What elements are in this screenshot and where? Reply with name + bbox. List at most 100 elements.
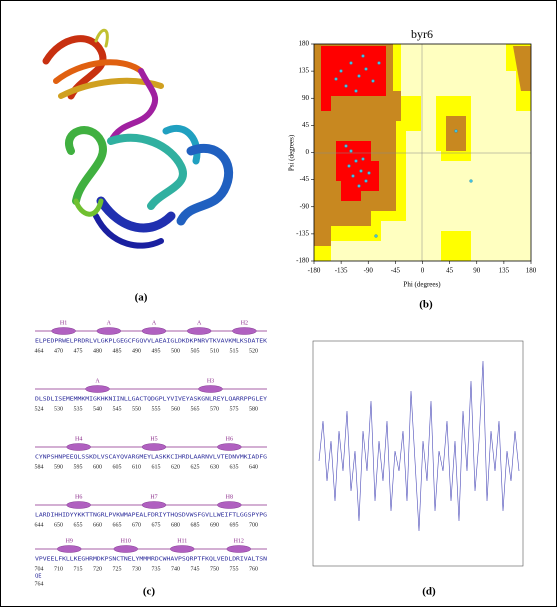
sequence: ELPEDPRWELPRDRLVLGKPLGEGCFGQVVLAEAIGLDKD…: [35, 339, 268, 345]
residue-number: 470: [54, 348, 63, 354]
residue-number: 540: [93, 406, 102, 412]
sequence: LARDIHHIDYYKKTTNGRLPVKWMAPEALFDRIYTHQSDV…: [35, 513, 267, 519]
residue-number: 595: [74, 464, 83, 470]
structure-label: H1: [60, 320, 67, 326]
residue-number: 680: [171, 522, 180, 528]
structure-label: H7: [150, 494, 157, 500]
residue-number: 610: [132, 464, 141, 470]
structure-label: H4: [75, 436, 82, 442]
residue-number: 625: [191, 464, 200, 470]
residue-number: 710: [54, 566, 63, 572]
helix: [186, 327, 212, 335]
panel-label: (b): [419, 299, 433, 311]
residue-number: 670: [132, 522, 141, 528]
residue-number: 764: [35, 581, 44, 587]
helix: [57, 545, 82, 553]
helix: [51, 327, 76, 335]
y-tick-label: 180: [299, 40, 310, 48]
residue-number: 615: [152, 464, 161, 470]
residue-number: 524: [35, 406, 44, 412]
panel-label: (a): [135, 292, 148, 304]
x-tick-label: -90: [364, 267, 374, 275]
residue-number: 695: [230, 522, 239, 528]
x-tick-label: 45: [446, 267, 454, 275]
panel-label: (c): [143, 586, 156, 598]
residue-number: 485: [113, 348, 122, 354]
residue-number: 545: [113, 406, 122, 412]
helix: [217, 501, 242, 509]
residue-number: 495: [152, 348, 161, 354]
residue-number: 515: [230, 348, 239, 354]
residue-number: 740: [171, 566, 180, 572]
residue-number: 655: [74, 522, 83, 528]
helix: [170, 545, 195, 553]
x-tick-label: 135: [499, 267, 510, 275]
helix: [226, 545, 251, 553]
helix: [85, 385, 110, 393]
structure-label: H11: [177, 538, 187, 544]
structure-label: H8: [226, 494, 233, 500]
structure-label: A: [152, 320, 157, 326]
residue-number: 635: [230, 464, 239, 470]
residue-number: 530: [54, 406, 63, 412]
sequence-structure: H1 A A A H2 ELPEDPRWELPRDRLVLGKPLGEGCFGQVVLAE…: [35, 320, 268, 587]
x-tick-label: 180: [526, 267, 537, 275]
ramachandran-map: [313, 43, 532, 262]
y-tick-label: 90: [302, 94, 310, 102]
y-tick-label: 45: [302, 121, 310, 129]
x-tick-label: -45: [391, 267, 401, 275]
residue-number: 644: [35, 522, 44, 528]
residue-number: 620: [171, 464, 180, 470]
residue-number: 600: [93, 464, 102, 470]
x-tick-label: 0: [421, 267, 425, 275]
helix: [198, 385, 223, 393]
residue-number: 555: [152, 406, 161, 412]
helix: [66, 501, 91, 509]
structure-label: H2: [241, 320, 248, 326]
structure-label: H9: [66, 538, 73, 544]
residue-number: 580: [249, 406, 258, 412]
residue-number: 500: [171, 348, 180, 354]
residue-number: 665: [113, 522, 122, 528]
y-tick-label: 0: [306, 148, 310, 156]
helix: [217, 443, 242, 451]
residue-number: 510: [210, 348, 219, 354]
sequence: QE: [35, 574, 42, 580]
structure-label: A: [95, 378, 100, 384]
residue-number: 675: [152, 522, 161, 528]
hydrophobicity-plot: [312, 340, 524, 567]
helix: [96, 327, 122, 335]
sequence: CYNPSHNPEEQLSSKDLVSCAYQVARGMEYLASKKCIHRD…: [35, 455, 267, 461]
residue-number: 464: [35, 348, 44, 354]
residue-number: 535: [74, 406, 83, 412]
residue-number: 490: [132, 348, 141, 354]
chart-title: byr6: [411, 27, 433, 41]
residue-number: 570: [210, 406, 219, 412]
structure-label: H6: [75, 494, 82, 500]
structure-label: H12: [234, 538, 244, 544]
residue-number: 640: [249, 464, 258, 470]
residue-number: 480: [93, 348, 102, 354]
structure-label: H5: [150, 436, 157, 442]
y-tick-label: 135: [299, 67, 310, 75]
sequence: DLSDLISEMEMMKMIGKHKNIINLLGACTQDGPLYVIVEY…: [35, 397, 268, 403]
residue-number: 700: [249, 522, 258, 528]
residue-number: 730: [132, 566, 141, 572]
panel-label: (d): [422, 586, 436, 598]
residue-number: 685: [191, 522, 200, 528]
residue-number: 725: [113, 566, 122, 572]
residue-number: 735: [152, 566, 161, 572]
residue-number: 704: [35, 566, 44, 572]
residue-number: 750: [210, 566, 219, 572]
y-tick-label: -45: [300, 175, 310, 183]
residue-number: 584: [35, 464, 44, 470]
protein-structure: [42, 28, 234, 249]
structure-label: H10: [121, 538, 131, 544]
residue-number: 520: [249, 348, 258, 354]
helix: [232, 327, 257, 335]
residue-number: 605: [113, 464, 122, 470]
sequence: VPVEELFKLLKEGHRMDKPSNCTNELYMMMRDCWHAVPSQ…: [35, 557, 267, 563]
residue-number: 550: [132, 406, 141, 412]
